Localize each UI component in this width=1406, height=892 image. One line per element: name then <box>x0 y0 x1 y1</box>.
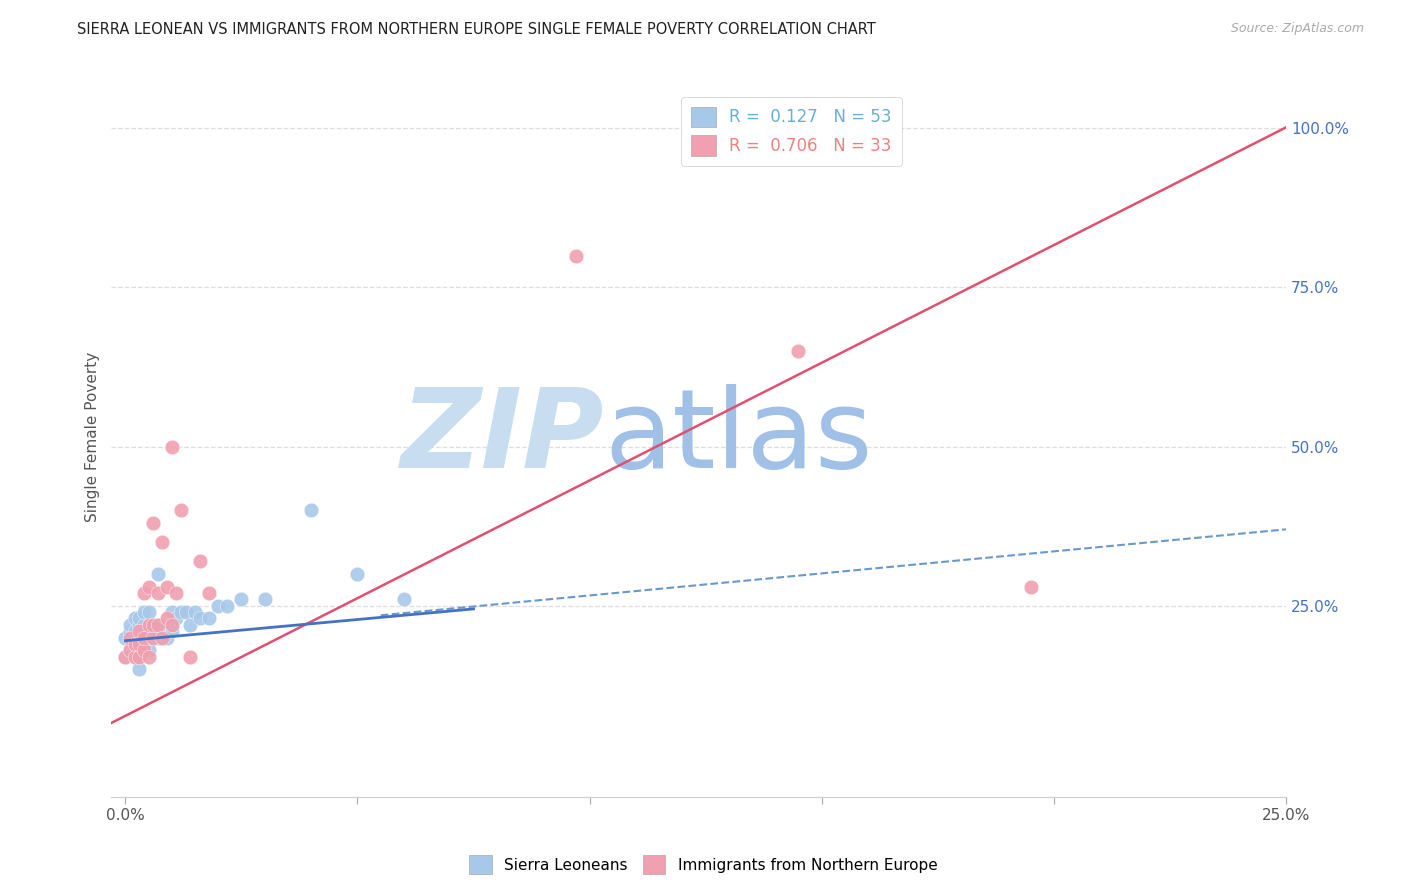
Point <box>217 599 239 613</box>
Point <box>188 611 211 625</box>
Point <box>138 649 160 664</box>
Point <box>132 586 155 600</box>
Point <box>114 649 136 664</box>
Text: atlas: atlas <box>605 384 873 491</box>
Point <box>118 643 141 657</box>
Point <box>207 599 229 613</box>
Point <box>1019 580 1042 594</box>
Point <box>128 631 150 645</box>
Point <box>128 611 150 625</box>
Point <box>124 624 146 639</box>
Point <box>124 649 146 664</box>
Point <box>124 637 146 651</box>
Point <box>118 643 141 657</box>
Point <box>160 440 183 454</box>
Text: ZIP: ZIP <box>401 384 605 491</box>
Point <box>124 637 146 651</box>
Point <box>128 649 150 664</box>
Point <box>146 617 169 632</box>
Point <box>392 592 415 607</box>
Point <box>787 344 810 359</box>
Point <box>198 611 221 625</box>
Point <box>146 566 169 581</box>
Y-axis label: Single Female Poverty: Single Female Poverty <box>86 352 100 522</box>
Point <box>160 617 183 632</box>
Point <box>156 611 179 625</box>
Text: SIERRA LEONEAN VS IMMIGRANTS FROM NORTHERN EUROPE SINGLE FEMALE POVERTY CORRELAT: SIERRA LEONEAN VS IMMIGRANTS FROM NORTHE… <box>77 22 876 37</box>
Point <box>132 605 155 619</box>
Point <box>184 605 207 619</box>
Point <box>198 586 221 600</box>
Point <box>124 611 146 625</box>
Point <box>142 617 165 632</box>
Point <box>128 617 150 632</box>
Legend: R =  0.127   N = 53, R =  0.706   N = 33: R = 0.127 N = 53, R = 0.706 N = 33 <box>681 96 901 166</box>
Point <box>170 503 193 517</box>
Point <box>124 649 146 664</box>
Point <box>231 592 253 607</box>
Point <box>138 617 160 632</box>
Point <box>118 617 141 632</box>
Point <box>132 631 155 645</box>
Point <box>118 631 141 645</box>
Point <box>174 605 197 619</box>
Point <box>160 624 183 639</box>
Point <box>179 649 201 664</box>
Point <box>146 586 169 600</box>
Point <box>146 631 169 645</box>
Point <box>160 605 183 619</box>
Legend: Sierra Leoneans, Immigrants from Northern Europe: Sierra Leoneans, Immigrants from Norther… <box>463 849 943 880</box>
Point <box>138 631 160 645</box>
Point <box>138 580 160 594</box>
Point <box>156 631 179 645</box>
Point <box>138 605 160 619</box>
Point <box>132 637 155 651</box>
Point <box>142 631 165 645</box>
Point <box>118 631 141 645</box>
Point <box>132 643 155 657</box>
Point <box>179 617 201 632</box>
Point <box>152 631 174 645</box>
Point <box>128 624 150 639</box>
Point <box>156 580 179 594</box>
Point <box>124 643 146 657</box>
Point <box>152 631 174 645</box>
Point <box>152 535 174 549</box>
Point <box>142 631 165 645</box>
Point <box>170 605 193 619</box>
Point <box>132 643 155 657</box>
Point <box>160 617 183 632</box>
Point <box>188 554 211 568</box>
Point <box>152 617 174 632</box>
Point <box>128 643 150 657</box>
Point <box>118 624 141 639</box>
Point <box>253 592 276 607</box>
Point <box>138 617 160 632</box>
Point <box>146 617 169 632</box>
Point <box>132 617 155 632</box>
Point <box>128 637 150 651</box>
Point <box>165 586 187 600</box>
Point <box>114 631 136 645</box>
Point <box>128 662 150 676</box>
Point <box>138 643 160 657</box>
Point <box>142 516 165 530</box>
Point <box>299 503 322 517</box>
Point <box>142 617 165 632</box>
Point <box>128 649 150 664</box>
Text: Source: ZipAtlas.com: Source: ZipAtlas.com <box>1230 22 1364 36</box>
Point <box>132 631 155 645</box>
Point <box>346 566 368 581</box>
Point <box>124 631 146 645</box>
Point <box>564 249 586 263</box>
Point <box>128 637 150 651</box>
Point <box>114 649 136 664</box>
Point <box>165 611 187 625</box>
